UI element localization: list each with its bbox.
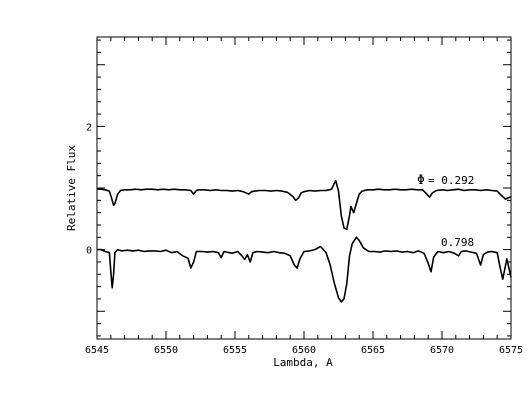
x-axis-title: Lambda, A — [273, 356, 333, 369]
x-tick-label: 6570 — [430, 345, 454, 356]
series-lines — [97, 179, 512, 303]
x-tick-label: 6550 — [154, 345, 178, 356]
y-tick-label: 2 — [86, 122, 92, 133]
x-tick-label: 6575 — [499, 345, 523, 356]
y-axis-title: Relative Flux — [65, 145, 78, 231]
phi-symbol: Φ — [417, 173, 425, 188]
y-tick-label: 0 — [86, 246, 92, 257]
phase-label-top: = 0.292 — [428, 174, 474, 187]
spectrum-line-1 — [97, 179, 512, 231]
x-tick-label: 6545 — [85, 345, 109, 356]
axis-ticks: 6545 6550 6555 6560 6565 6570 6575 0 2 — [85, 37, 523, 356]
spectrum-line-2 — [97, 236, 512, 303]
x-tick-label: 6565 — [361, 345, 385, 356]
phase-annotation-top: Φ = 0.292 — [417, 173, 474, 188]
phase-label-bottom: 0.798 — [441, 236, 474, 249]
x-tick-label: 6560 — [292, 345, 316, 356]
plot-border — [96, 36, 512, 340]
plot-frame — [96, 36, 512, 340]
x-tick-label: 6555 — [223, 345, 247, 356]
